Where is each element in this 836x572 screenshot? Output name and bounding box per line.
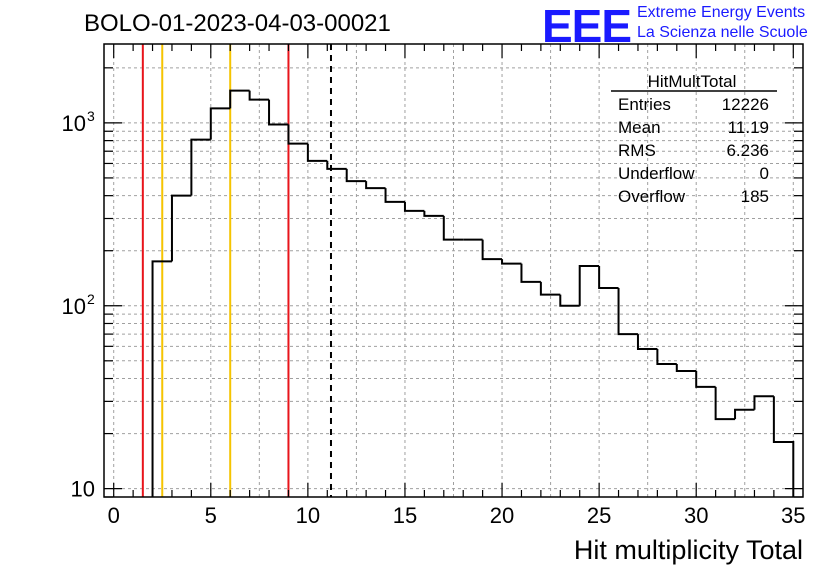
stats-label: Entries: [618, 95, 671, 114]
stats-box: HitMultTotal Entries 12226 Mean 11.19 RMS 6.2…: [611, 72, 777, 206]
x-tick-label: 30: [684, 503, 708, 528]
stats-value: 12226: [722, 95, 769, 114]
logo-subtitle-2: La Scienza nelle Scuole: [637, 24, 808, 41]
histogram-bin: [268, 99, 289, 126]
histogram-bin: [190, 138, 211, 196]
histogram-bin: [384, 188, 405, 203]
histogram-bin: [695, 370, 716, 388]
stats-label: Underflow: [618, 164, 695, 183]
histogram-bin: [559, 294, 580, 307]
histogram-bin: [481, 239, 503, 261]
x-tick-label: 20: [490, 503, 514, 528]
plot-frame-border: [103, 43, 804, 498]
stats-label: Mean: [618, 118, 661, 137]
x-tick-label: 35: [781, 503, 805, 528]
histogram-bin: [714, 386, 736, 421]
histogram-bin: [306, 143, 328, 162]
histogram-bin: [617, 288, 638, 336]
histogram-bin: [656, 349, 677, 366]
histogram-bin: [520, 263, 541, 283]
histogram-bin: [326, 160, 347, 170]
stats-title: HitMultTotal: [648, 72, 737, 91]
stats-value: 6.236: [726, 141, 769, 160]
plot-frame: [103, 43, 804, 498]
histogram-bin: [248, 90, 270, 101]
histogram-bin: [598, 265, 619, 290]
y-tick-label: 10: [71, 477, 95, 502]
histogram-bin: [209, 107, 231, 140]
histogram-bin: [170, 194, 192, 262]
run-title: BOLO-01-2023-04-03-00021: [84, 10, 391, 37]
stats-label: RMS: [618, 141, 656, 160]
histogram-bin: [287, 124, 308, 145]
histogram-bin: [403, 201, 425, 212]
x-tick-label: 0: [108, 503, 120, 528]
histogram-bin: [365, 181, 386, 190]
x-tick-label: 10: [296, 503, 320, 528]
histogram-bin: [423, 210, 444, 217]
histogram-bin: [229, 89, 250, 109]
stats-value: 185: [741, 187, 769, 206]
x-tick-label: 5: [205, 503, 217, 528]
stats-value: 0: [760, 164, 769, 183]
grid: [104, 44, 803, 498]
y-tick-exponent: 2: [87, 291, 95, 307]
histogram-bin: [675, 364, 697, 372]
y-tick-label: 10: [62, 111, 86, 136]
histogram-bin: [345, 168, 367, 183]
histogram-bin: [501, 259, 522, 265]
histogram-bin: [772, 396, 795, 497]
histogram: [151, 89, 795, 497]
histogram-bin: [151, 260, 172, 497]
histogram-bin: [734, 408, 755, 420]
logo-subtitle-1: Extreme Energy Events: [637, 4, 806, 21]
stats-value: 11.19: [728, 118, 769, 137]
histogram-bin: [539, 281, 561, 296]
x-tick-label: 25: [587, 503, 611, 528]
y-tick-exponent: 3: [87, 108, 95, 124]
y-tick-label: 10: [62, 294, 86, 319]
x-tick-label: 15: [393, 503, 417, 528]
histogram-bin: [636, 334, 658, 351]
stats-label: Overflow: [618, 187, 686, 206]
histogram-bin: [578, 264, 600, 306]
histogram-bin: [753, 395, 774, 410]
cut-lines: [141, 44, 332, 497]
x-axis-label: Hit multiplicity Total: [574, 535, 803, 565]
histogram-bin: [442, 215, 464, 241]
